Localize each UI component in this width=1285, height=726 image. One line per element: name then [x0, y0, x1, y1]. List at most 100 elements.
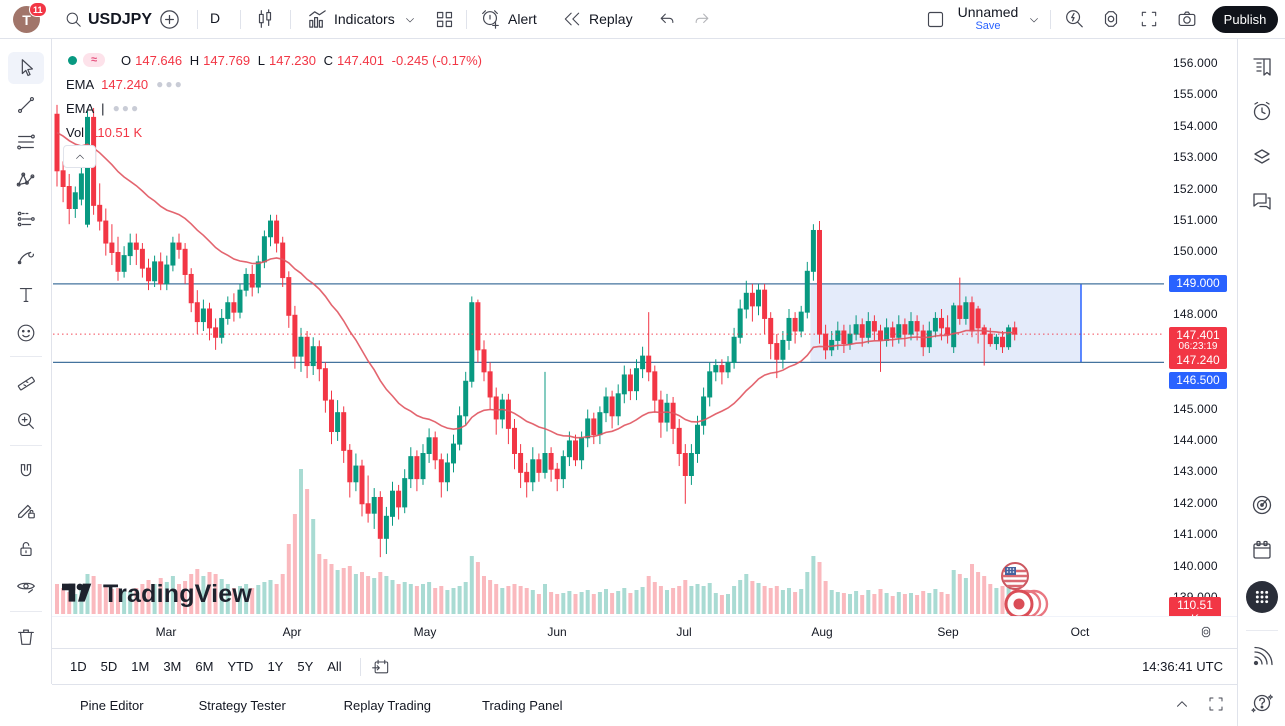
time-axis[interactable]: Mar Apr May Jun Jul Aug Sep Oct — [52, 616, 1237, 648]
chart-area[interactable]: 156.000 155.000 154.000 153.000 152.000 151.0… — [52, 39, 1237, 616]
more-options-icon[interactable]: ●●● — [156, 77, 184, 91]
symbol-search-button[interactable]: USDJPY — [88, 11, 153, 28]
interval-button[interactable]: D — [210, 10, 221, 26]
candlestick-chart[interactable] — [53, 39, 1164, 616]
ema-price-badge[interactable]: 147.240 — [1169, 352, 1227, 370]
legend-symbol-row[interactable]: ≈ O 147.646 H 147.769 L 147.230 C 147.401 -0… — [64, 49, 486, 71]
chevron-down-icon[interactable] — [404, 14, 416, 26]
candlestick-style-icon[interactable] — [254, 8, 276, 30]
month-label-mar[interactable]: Mar — [155, 625, 177, 639]
month-label-jun[interactable]: Jun — [547, 625, 567, 639]
timeframe-button-1y[interactable]: 1Y — [261, 655, 289, 679]
price-axis[interactable]: 156.000 155.000 154.000 153.000 152.000 151.0… — [1164, 39, 1237, 616]
brush-tool[interactable] — [8, 241, 44, 273]
publish-button[interactable]: Publish — [1212, 6, 1278, 33]
ruler-tool[interactable] — [8, 367, 44, 399]
timeframe-button-all[interactable]: All — [321, 655, 347, 679]
apps-grid-icon[interactable] — [1246, 581, 1278, 613]
collapse-panel-icon[interactable] — [1173, 695, 1191, 713]
chevron-down-icon[interactable] — [1028, 14, 1040, 26]
search-icon[interactable] — [64, 10, 83, 29]
tab-strategy-tester[interactable]: Strategy Tester — [198, 698, 286, 713]
alert-icon[interactable] — [479, 8, 501, 30]
price-tick-label: 155.000 — [1173, 87, 1218, 102]
month-label-aug[interactable]: Aug — [811, 625, 833, 639]
draw-lock-tool[interactable] — [8, 494, 44, 526]
tab-replay-trading[interactable]: Replay Trading — [343, 698, 432, 713]
object-tree-icon[interactable] — [1246, 141, 1278, 173]
timeframe-button-6m[interactable]: 6M — [189, 655, 219, 679]
settings-gear-icon[interactable] — [1100, 8, 1122, 30]
tab-pine-editor[interactable]: Pine Editor — [80, 698, 144, 713]
help-icon[interactable] — [1246, 687, 1278, 719]
forecast-tool[interactable] — [8, 203, 44, 235]
price-tick-label: 152.000 — [1173, 181, 1218, 196]
layout-grid-icon[interactable] — [434, 9, 455, 30]
timeframe-button-1d[interactable]: 1D — [64, 655, 93, 679]
indicators-button[interactable]: Indicators — [334, 11, 395, 27]
chat-icon[interactable] — [1246, 185, 1278, 217]
fullscreen-icon[interactable] — [1139, 9, 1159, 29]
last-price-badge[interactable]: 147.401 06:23:19 — [1169, 327, 1227, 355]
toolbar-divider — [10, 611, 42, 612]
broadcast-icon[interactable] — [1246, 641, 1278, 673]
tab-trading-panel[interactable]: Trading Panel — [482, 698, 563, 713]
text-tool[interactable] — [8, 279, 44, 311]
layout-square-icon[interactable] — [925, 9, 946, 30]
calendar-icon[interactable] — [1246, 534, 1278, 566]
level-price-badge[interactable]: 146.500 — [1169, 372, 1227, 390]
undo-icon[interactable] — [657, 10, 677, 30]
level-price-badge[interactable]: 149.000 — [1169, 275, 1227, 293]
emoji-tool[interactable] — [8, 317, 44, 349]
volume-label: Vol — [66, 124, 85, 140]
replay-button[interactable]: Replay — [589, 11, 633, 27]
cursor-tool[interactable] — [8, 52, 44, 84]
zoom-in-tool[interactable] — [8, 405, 44, 437]
axis-settings-gear-icon[interactable] — [1198, 624, 1214, 640]
more-options-icon[interactable]: ●●● — [112, 101, 141, 115]
magnet-tool[interactable] — [8, 456, 44, 488]
indicators-icon[interactable] — [306, 8, 329, 31]
go-to-date-icon[interactable] — [371, 657, 391, 677]
screener-radar-icon[interactable] — [1246, 489, 1278, 521]
utc-clock[interactable]: 14:36:41 UTC — [1142, 659, 1223, 674]
watchlist-icon[interactable] — [1246, 51, 1278, 83]
price-tick-label: 145.000 — [1173, 401, 1218, 416]
volume-badge[interactable]: 110.51 K — [1169, 597, 1221, 616]
save-link[interactable]: Save — [975, 20, 1001, 32]
month-label-may[interactable]: May — [413, 625, 437, 639]
legend-ema2-row[interactable]: EMA | ●●● — [66, 100, 141, 116]
lock-tool[interactable] — [8, 533, 44, 565]
legend-ema1-row[interactable]: EMA 147.240 ●●● — [64, 73, 486, 95]
hide-drawings-tool[interactable] — [8, 571, 44, 603]
timeframe-button-1m[interactable]: 1M — [125, 655, 155, 679]
alert-button[interactable]: Alert — [508, 11, 537, 27]
right-sidebar — [1237, 39, 1285, 726]
timeframe-button-5d[interactable]: 5D — [95, 655, 124, 679]
trash-tool[interactable] — [8, 621, 44, 653]
add-symbol-icon[interactable] — [158, 8, 181, 31]
maximize-panel-icon[interactable] — [1207, 695, 1225, 713]
legend-collapse-button[interactable] — [63, 145, 96, 168]
month-label-jul[interactable]: Jul — [676, 625, 692, 639]
wave-badge-icon: ≈ — [83, 53, 105, 67]
month-label-apr[interactable]: Apr — [282, 625, 302, 639]
xabcd-pattern-tool[interactable] — [8, 164, 44, 196]
ohlc-open-value: 147.646 — [135, 52, 183, 68]
camera-icon[interactable] — [1176, 8, 1198, 30]
timeframe-button-3m[interactable]: 3M — [157, 655, 187, 679]
price-tick-label: 148.000 — [1173, 307, 1218, 322]
replay-icon[interactable] — [562, 9, 582, 29]
fib-lines-tool[interactable] — [8, 126, 44, 158]
redo-icon[interactable] — [692, 10, 712, 30]
quick-search-icon[interactable] — [1063, 8, 1085, 30]
trend-line-tool[interactable] — [8, 89, 44, 121]
layout-title[interactable]: Unnamed — [957, 4, 1019, 20]
alerts-clock-icon[interactable] — [1246, 96, 1278, 128]
timeframe-button-ytd[interactable]: YTD — [221, 655, 259, 679]
layout-name[interactable]: Unnamed Save — [955, 4, 1021, 33]
month-label-sep[interactable]: Sep — [937, 625, 959, 639]
month-label-oct[interactable]: Oct — [1070, 625, 1090, 639]
legend-volume-row[interactable]: Vol 110.51 K — [64, 121, 486, 143]
timeframe-button-5y[interactable]: 5Y — [291, 655, 319, 679]
